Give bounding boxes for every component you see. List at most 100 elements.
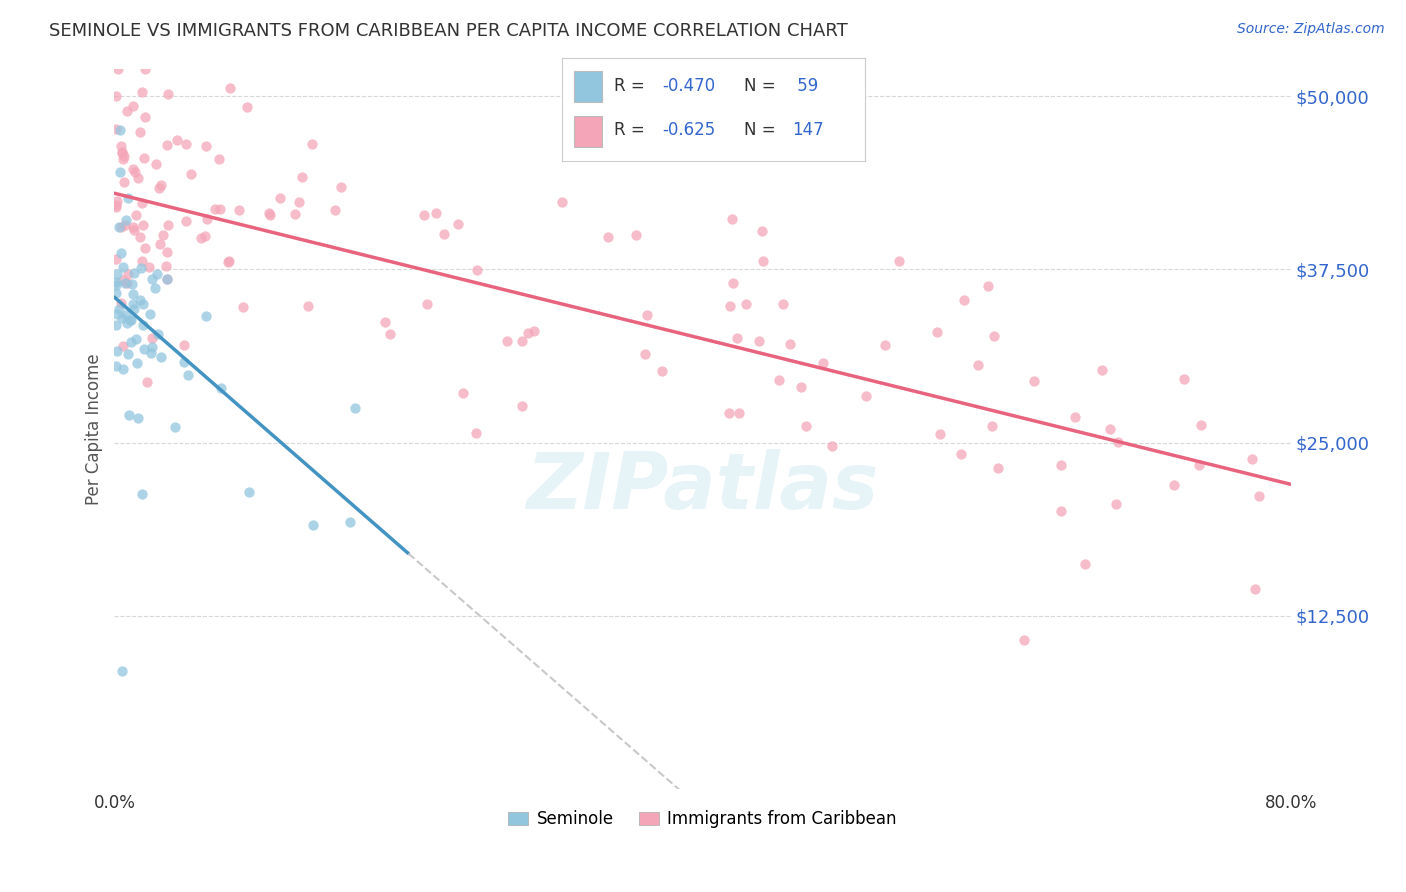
Point xyxy=(173,354,195,368)
Point xyxy=(1099,421,1122,435)
Point xyxy=(156,272,179,286)
Point xyxy=(1189,418,1212,433)
Point xyxy=(721,276,744,290)
Point xyxy=(297,299,319,313)
Point xyxy=(149,178,172,193)
Point xyxy=(209,381,232,395)
Point xyxy=(105,252,128,267)
Point xyxy=(194,139,217,153)
Point xyxy=(112,175,135,189)
Point xyxy=(139,307,162,321)
Point xyxy=(138,260,160,274)
Point xyxy=(259,208,281,222)
Point xyxy=(122,223,145,237)
Point xyxy=(131,254,153,268)
Point xyxy=(148,181,170,195)
Point xyxy=(152,227,174,242)
Point xyxy=(132,151,155,165)
Point xyxy=(111,310,134,325)
Point xyxy=(105,198,128,212)
Point xyxy=(634,347,657,361)
Point xyxy=(174,136,197,151)
Point xyxy=(132,218,155,232)
Point xyxy=(855,389,877,403)
Point xyxy=(193,229,215,244)
Point xyxy=(889,253,911,268)
Point xyxy=(1064,409,1087,424)
Point xyxy=(120,313,142,327)
Point xyxy=(1163,478,1185,492)
Point xyxy=(117,347,139,361)
Point xyxy=(118,409,141,423)
Point xyxy=(124,165,146,179)
Point xyxy=(236,100,259,114)
Point xyxy=(257,206,280,220)
Point xyxy=(174,214,197,228)
Point xyxy=(1247,489,1270,503)
Point xyxy=(720,211,742,226)
Point xyxy=(108,165,131,179)
Point xyxy=(983,329,1005,343)
Point xyxy=(132,297,155,311)
Point xyxy=(269,191,291,205)
Point xyxy=(1188,458,1211,472)
Point xyxy=(157,218,180,232)
Point xyxy=(112,149,135,163)
Point xyxy=(510,334,533,349)
Point xyxy=(156,87,179,102)
Point xyxy=(228,203,250,218)
Point xyxy=(425,206,447,220)
Point xyxy=(105,121,128,136)
Point xyxy=(132,342,155,356)
Point xyxy=(122,162,145,177)
Legend: Seminole, Immigrants from Caribbean: Seminole, Immigrants from Caribbean xyxy=(502,804,904,835)
Point xyxy=(374,315,396,329)
Point xyxy=(121,277,143,291)
Point xyxy=(720,299,742,313)
Point xyxy=(790,380,813,394)
Point xyxy=(794,418,817,433)
Point xyxy=(208,153,231,167)
Point xyxy=(177,368,200,383)
Point xyxy=(768,373,790,387)
Point xyxy=(156,272,179,286)
Point xyxy=(104,277,127,292)
Point xyxy=(1173,372,1195,386)
Text: R =: R = xyxy=(614,120,650,139)
Point xyxy=(378,326,401,341)
Point xyxy=(108,122,131,136)
Point xyxy=(977,278,1000,293)
Point xyxy=(127,411,149,425)
Point xyxy=(117,316,139,330)
Point xyxy=(510,400,533,414)
Point xyxy=(1244,582,1267,596)
Point xyxy=(1073,557,1095,571)
Text: -0.625: -0.625 xyxy=(662,120,716,139)
Point xyxy=(111,362,134,376)
Point xyxy=(132,318,155,332)
Point xyxy=(302,518,325,533)
Point xyxy=(517,326,540,340)
Point xyxy=(416,297,439,311)
Point xyxy=(323,203,346,218)
Point xyxy=(651,364,673,378)
Point xyxy=(112,260,135,275)
Point xyxy=(104,200,127,214)
Point xyxy=(104,359,127,374)
Point xyxy=(811,356,834,370)
Point xyxy=(163,420,186,434)
Point xyxy=(105,344,128,359)
Text: ZIPatlas: ZIPatlas xyxy=(526,449,879,524)
Point xyxy=(288,195,311,210)
Point xyxy=(141,272,163,286)
Point xyxy=(291,170,314,185)
Point xyxy=(107,267,129,281)
Point xyxy=(111,339,134,353)
Point xyxy=(173,338,195,352)
Point xyxy=(145,268,167,282)
Point xyxy=(453,385,475,400)
Text: -0.470: -0.470 xyxy=(662,77,716,95)
Point xyxy=(125,208,148,222)
Point xyxy=(981,419,1004,434)
Point xyxy=(987,461,1010,475)
